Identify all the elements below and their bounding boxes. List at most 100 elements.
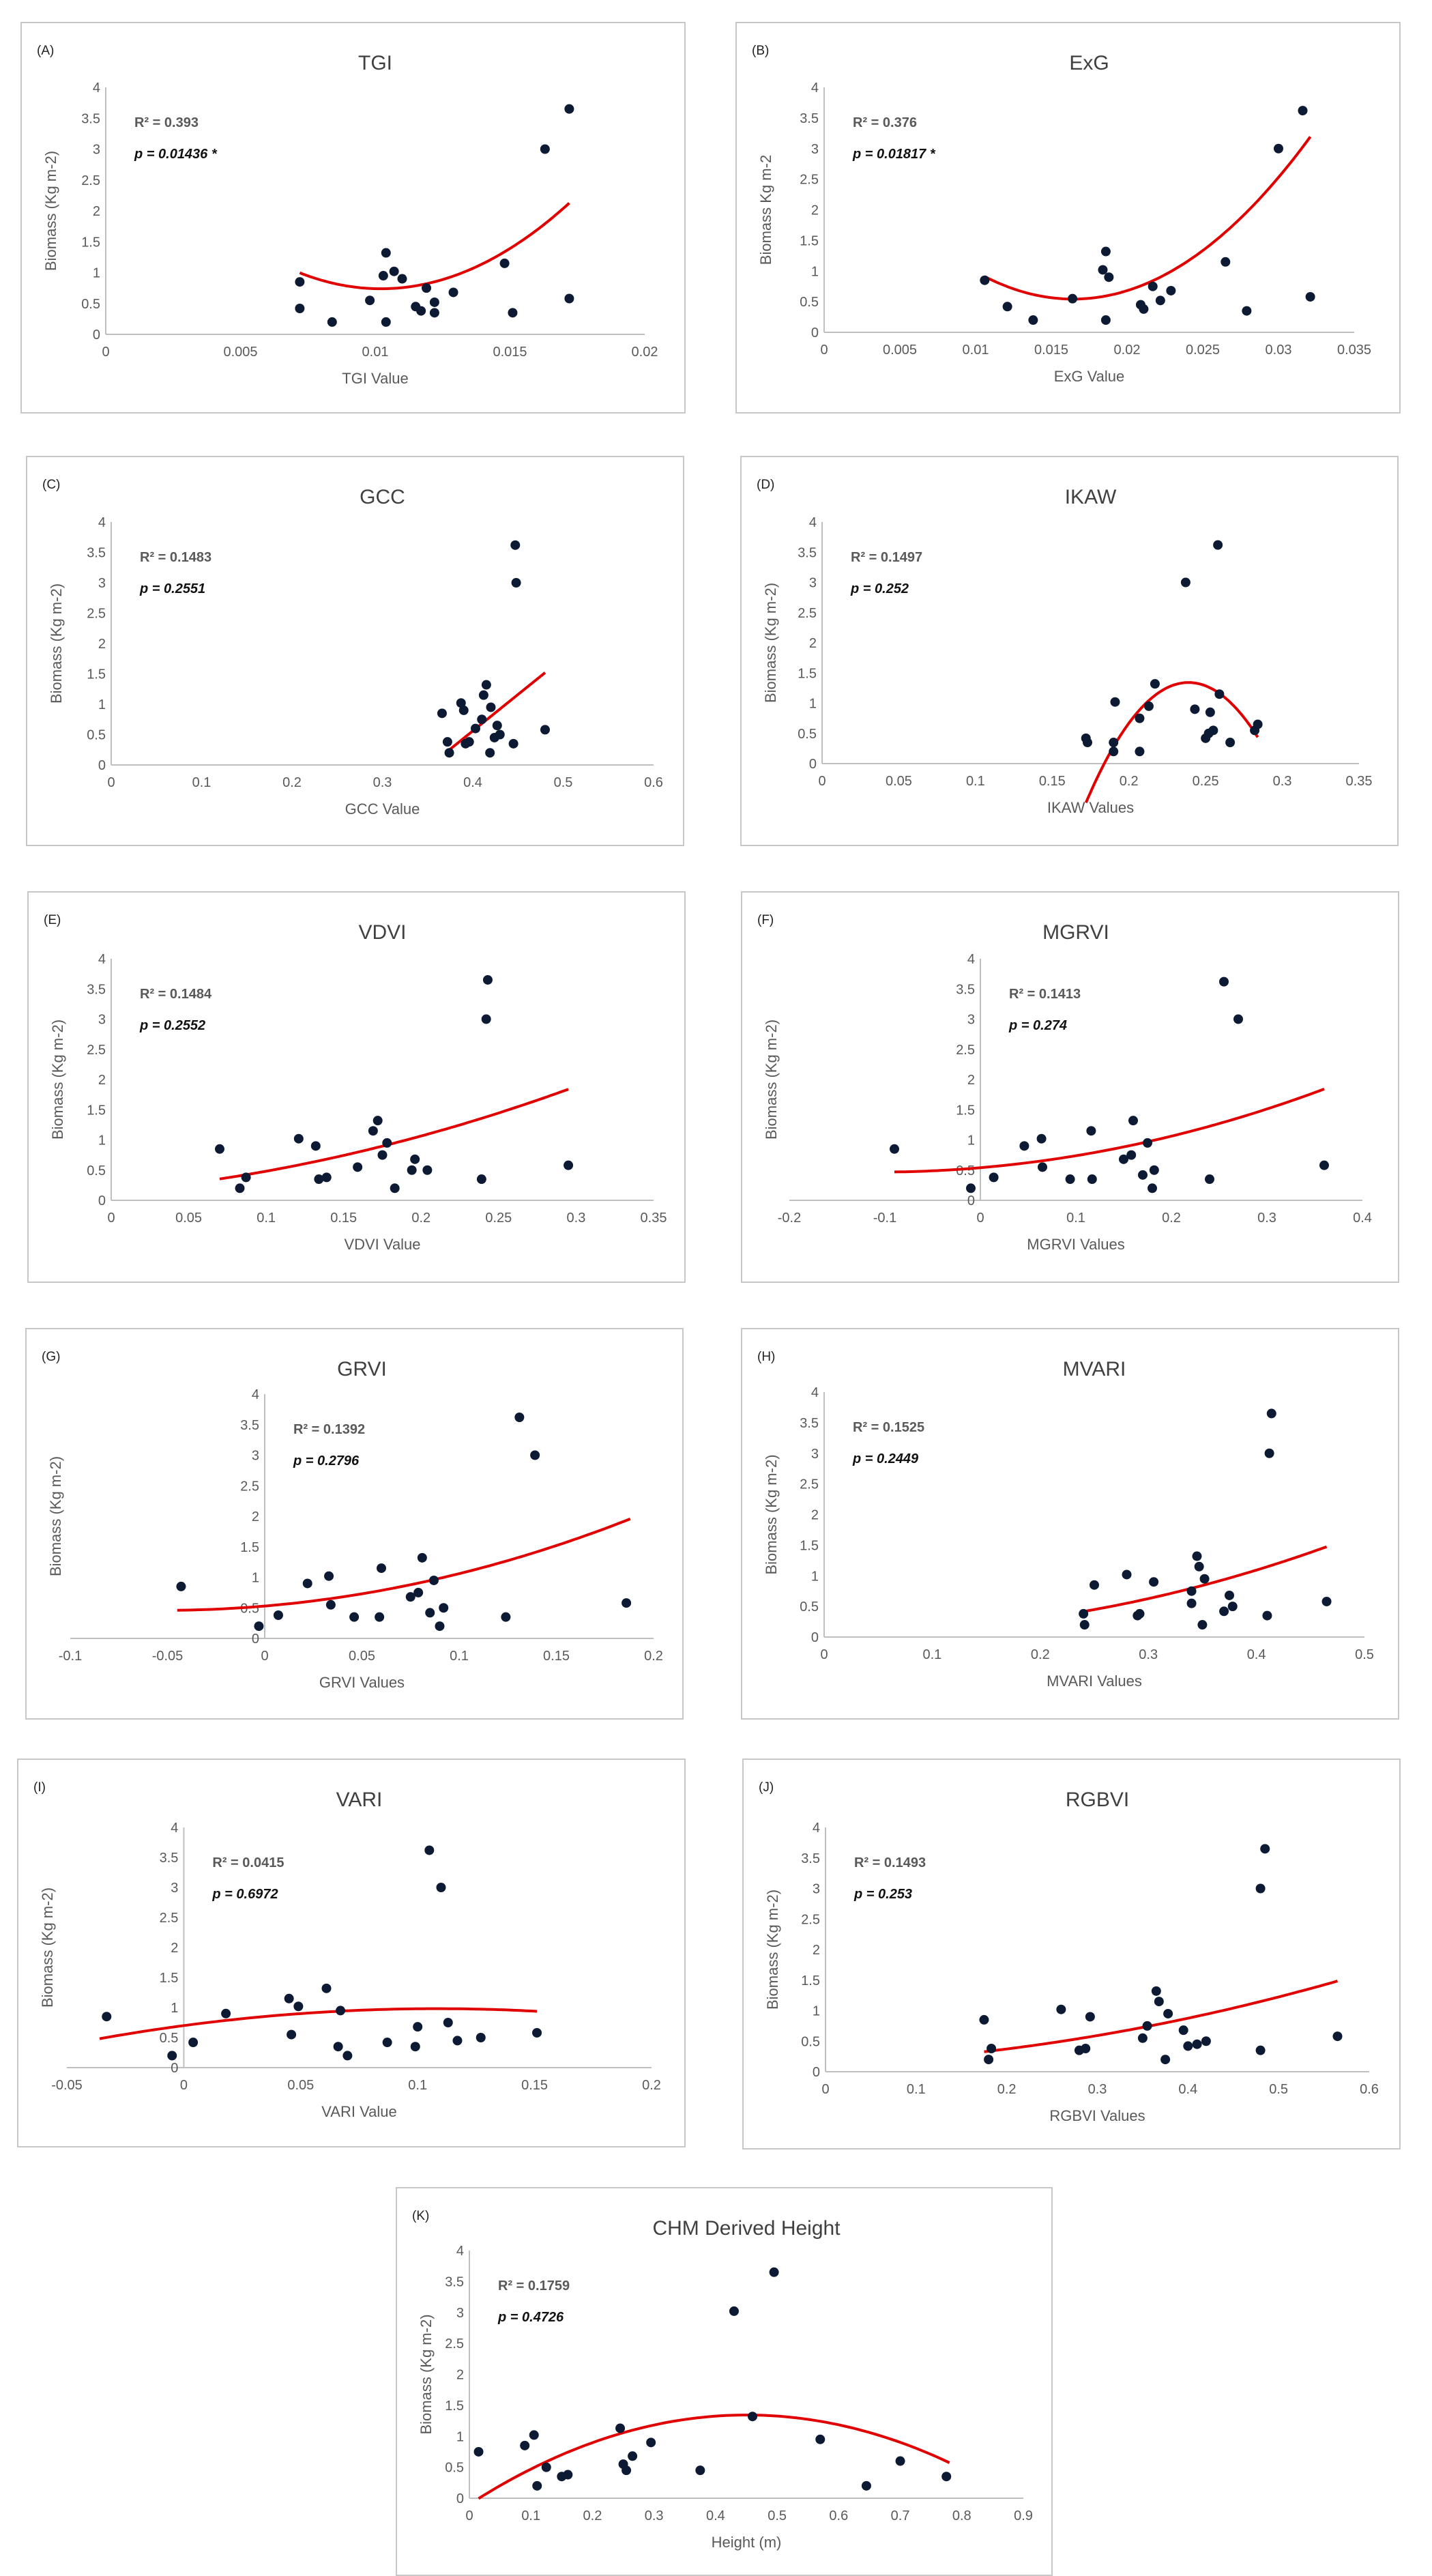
- y-tick-label-a: 3: [93, 143, 100, 158]
- p-value-label-e: p = 0.2552: [139, 1018, 205, 1033]
- x-tick-label-a: 0.02: [632, 345, 658, 360]
- trendline-c: [445, 671, 546, 754]
- x-tick-label-k: 0.3: [645, 2508, 664, 2523]
- y-axis-label-h: Biomass (Kg m-2): [763, 1454, 780, 1574]
- data-point-g: [325, 1600, 336, 1610]
- data-point-f: [1065, 1174, 1075, 1185]
- chart-panel-b: [735, 22, 1401, 414]
- panel-label-g: (G): [42, 1350, 60, 1364]
- y-tick-label-h: 2: [811, 1508, 819, 1523]
- y-tick-label-j: 3.5: [801, 1851, 820, 1866]
- chart-panel-j: [742, 1759, 1401, 2150]
- y-tick-label-k: 2: [456, 2368, 464, 2383]
- y-tick-label-e: 1.5: [87, 1103, 106, 1118]
- data-point-i: [293, 2001, 304, 2012]
- y-tick-label-j: 0.5: [801, 2034, 820, 2049]
- data-point-h: [1262, 1610, 1272, 1621]
- chart-title-c: GCC: [360, 486, 405, 508]
- y-tick-label-g: 1: [252, 1571, 259, 1586]
- x-tick-label-d: 0.35: [1346, 774, 1373, 789]
- y-tick-label-e: 3.5: [87, 982, 106, 997]
- data-point-g: [413, 1587, 424, 1597]
- data-point-d: [1205, 707, 1215, 717]
- x-tick-label-h: 0: [820, 1647, 828, 1662]
- data-point-j: [979, 2014, 989, 2025]
- y-tick-label-d: 2: [809, 636, 817, 651]
- y-tick-label-j: 4: [813, 1821, 820, 1836]
- data-point-k: [622, 2465, 632, 2476]
- r-squared-label-k: R² = 0.1759: [498, 2278, 570, 2293]
- y-tick-label-c: 1: [98, 697, 106, 712]
- data-point-a: [508, 308, 518, 318]
- x-tick-label-d: 0.05: [886, 774, 912, 789]
- y-tick-label-i: 1: [171, 2001, 178, 2016]
- data-point-g: [324, 1571, 334, 1581]
- y-tick-label-b: 1.5: [800, 233, 819, 248]
- y-tick-label-c: 0.5: [87, 728, 106, 743]
- x-tick-label-e: 0.15: [330, 1211, 357, 1226]
- x-tick-label-f: 0.1: [1066, 1211, 1085, 1226]
- data-point-b: [1242, 306, 1252, 316]
- y-tick-label-j: 3: [813, 1882, 820, 1897]
- data-point-c: [495, 729, 505, 740]
- y-tick-label-g: 2: [252, 1509, 259, 1524]
- y-tick-label-i: 4: [171, 1821, 178, 1836]
- trendline-i: [99, 2007, 538, 2040]
- chart-panel-f: [741, 891, 1399, 1283]
- x-tick-label-a: 0.015: [493, 345, 527, 360]
- panel-label-j: (J): [759, 1780, 774, 1795]
- y-tick-label-f: 2: [967, 1073, 975, 1088]
- data-point-d: [1150, 679, 1160, 689]
- r-squared-label-f: R² = 0.1413: [1009, 987, 1081, 1002]
- data-point-j: [1081, 2043, 1091, 2053]
- x-axis-label-g: GRVI Values: [319, 1674, 405, 1691]
- data-point-a: [416, 306, 426, 316]
- data-point-f: [1143, 1138, 1152, 1148]
- data-point-d: [1253, 719, 1263, 729]
- data-point-e: [377, 1150, 388, 1160]
- y-tick-label-c: 3.5: [87, 546, 106, 561]
- data-point-g: [435, 1621, 445, 1632]
- y-tick-label-g: 4: [252, 1387, 259, 1402]
- y-tick-label-g: 3.5: [240, 1418, 259, 1433]
- data-point-j: [1056, 2004, 1066, 2014]
- data-point-j: [1160, 2055, 1171, 2065]
- data-point-f: [1138, 1170, 1148, 1180]
- panel-label-a: (A): [37, 44, 54, 58]
- y-axis-label-d: Biomass (Kg m-2): [762, 583, 779, 703]
- data-point-h: [1199, 1574, 1210, 1584]
- data-point-b: [1068, 293, 1078, 304]
- data-point-d: [1109, 738, 1119, 748]
- data-point-h: [1079, 1620, 1090, 1630]
- data-point-c: [486, 702, 496, 712]
- data-point-a: [378, 271, 388, 281]
- x-tick-label-k: 0.1: [521, 2508, 540, 2523]
- data-point-f: [1087, 1174, 1097, 1185]
- data-point-b: [1155, 295, 1165, 306]
- data-point-b: [1104, 272, 1114, 283]
- x-tick-label-c: 0: [107, 775, 115, 790]
- x-tick-label-b: 0.015: [1034, 343, 1068, 358]
- data-point-e: [314, 1174, 324, 1185]
- trendline-h: [1083, 1545, 1328, 1613]
- data-point-g: [425, 1608, 435, 1618]
- data-point-b: [1100, 315, 1111, 325]
- x-tick-label-i: 0.15: [521, 2078, 548, 2093]
- y-tick-label-k: 0: [456, 2491, 464, 2506]
- data-point-a: [499, 258, 510, 268]
- x-axis-label-e: VDVI Value: [344, 1236, 420, 1253]
- y-tick-label-b: 0: [811, 325, 819, 341]
- y-tick-label-g: 3: [252, 1449, 259, 1464]
- r-squared-label-j: R² = 0.1493: [854, 1855, 926, 1870]
- data-point-d: [1190, 704, 1200, 714]
- chart-panel-d: [740, 456, 1399, 846]
- y-tick-label-k: 2.5: [445, 2336, 464, 2351]
- x-tick-label-a: 0.01: [362, 345, 389, 360]
- chart-title-b: ExG: [1069, 52, 1109, 74]
- x-tick-label-a: 0: [102, 345, 109, 360]
- y-tick-label-d: 4: [809, 515, 817, 530]
- data-point-e: [353, 1162, 363, 1172]
- data-point-c: [470, 723, 480, 734]
- y-tick-label-b: 1: [811, 264, 819, 279]
- x-tick-label-j: 0.2: [997, 2082, 1017, 2097]
